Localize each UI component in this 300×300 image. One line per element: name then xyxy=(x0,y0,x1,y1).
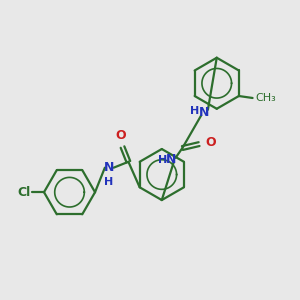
Text: Cl: Cl xyxy=(17,186,30,199)
Text: N: N xyxy=(103,161,114,174)
Text: N: N xyxy=(165,153,176,166)
Text: CH₃: CH₃ xyxy=(256,93,276,103)
Text: H: H xyxy=(158,155,167,165)
Text: O: O xyxy=(205,136,216,148)
Text: N: N xyxy=(199,106,209,119)
Text: H: H xyxy=(104,178,113,188)
Text: O: O xyxy=(115,129,126,142)
Text: H: H xyxy=(190,106,199,116)
